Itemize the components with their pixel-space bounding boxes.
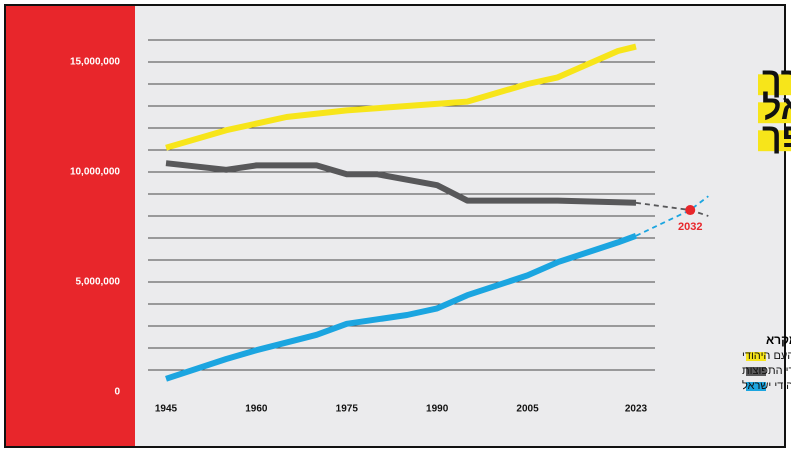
title-highlight	[758, 74, 791, 96]
x-tick-label: 1975	[336, 404, 359, 415]
legend-label: העם היהודי	[742, 350, 791, 362]
x-tick-label: 2023	[625, 404, 648, 415]
legend-swatch	[746, 367, 766, 376]
title-line: אל	[762, 89, 791, 127]
intersection-label: 2032	[678, 221, 702, 233]
intersection-point	[685, 205, 696, 216]
x-tick-label: 1960	[245, 404, 268, 415]
title-line: הדרך	[762, 61, 791, 99]
legend-swatch	[746, 352, 766, 361]
y-tick-label: 5,000,000	[76, 277, 121, 288]
legend-swatch	[746, 382, 766, 391]
projection-line	[635, 195, 709, 237]
y-tick-label: 10,000,000	[70, 167, 120, 178]
title-highlight	[758, 130, 791, 152]
series-line	[165, 232, 638, 382]
series-line	[165, 43, 637, 151]
legend-label: יהודי התפוצות	[742, 365, 791, 377]
title-line: המהפך	[762, 117, 791, 155]
y-tick-label: 0	[114, 387, 120, 398]
x-tick-label: 1945	[155, 404, 178, 415]
y-tick-label: 15,000,000	[70, 57, 120, 68]
title: הדרךאלהמהפך	[758, 61, 791, 155]
plot: 2032	[165, 43, 709, 382]
x-tick-label: 1990	[426, 404, 449, 415]
title-highlight	[758, 102, 791, 124]
x-tick-label: 2005	[516, 404, 539, 415]
axis-panel	[6, 6, 135, 446]
legend-label: יהודי ישראל	[742, 379, 791, 392]
series-line	[165, 160, 637, 206]
legend-title: מקרא	[766, 333, 791, 347]
